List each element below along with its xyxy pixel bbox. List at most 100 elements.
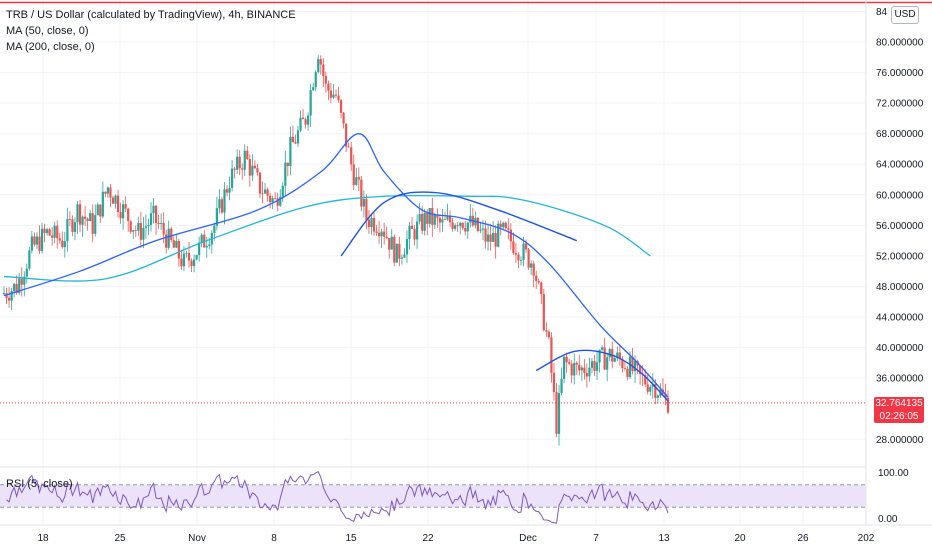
candle-body — [236, 156, 239, 170]
candle-body — [83, 216, 87, 219]
candle-body — [185, 252, 188, 254]
candle-body — [329, 90, 333, 98]
candle-body — [91, 213, 94, 234]
candle-body — [337, 95, 340, 101]
ma50-legend[interactable]: MA (50, close, 0) — [6, 25, 89, 37]
candle-body — [527, 249, 530, 268]
candle-body — [590, 361, 594, 368]
candle-body — [489, 234, 492, 242]
candle-body — [228, 187, 231, 193]
candle-body — [537, 281, 540, 283]
candle-body — [96, 204, 99, 216]
candle-body — [448, 215, 452, 223]
candle-body — [167, 228, 170, 248]
candle-body — [542, 294, 545, 331]
candle-body — [58, 238, 61, 241]
price-tick-label: 28.000000 — [876, 435, 924, 446]
price-tick-label: 56.000000 — [876, 221, 924, 232]
candle-body — [339, 100, 343, 113]
candle-body — [263, 189, 267, 194]
candle-body — [38, 236, 41, 251]
rsi-legend[interactable]: RSI (5, close) — [6, 478, 73, 490]
candle-body — [454, 225, 457, 229]
candle-body — [319, 59, 322, 65]
candle-body — [180, 258, 183, 267]
candle-body — [570, 363, 573, 376]
candle-body — [367, 219, 371, 228]
candle-body — [345, 123, 348, 147]
ma200-legend[interactable]: MA (200, close, 0) — [6, 41, 95, 53]
candle-body — [639, 365, 642, 374]
candle-body — [101, 191, 104, 217]
candle-body — [350, 147, 353, 165]
arc-drawing — [535, 349, 669, 402]
candle-body — [208, 244, 211, 246]
candle-body — [423, 213, 426, 231]
price-tick-label: 48.000000 — [876, 282, 924, 293]
candle-body — [362, 198, 365, 207]
candle-body — [152, 205, 155, 214]
ma200-line — [3, 194, 651, 282]
candle-body — [334, 94, 338, 96]
candle-body — [132, 230, 135, 232]
candle-body — [479, 229, 482, 231]
candle-body — [565, 356, 568, 363]
candle-body — [461, 222, 464, 229]
candle-body — [651, 384, 654, 387]
price-tick-label: 72.000000 — [876, 99, 924, 110]
candle-body — [109, 187, 112, 198]
candle-body — [76, 204, 79, 223]
candle-body — [578, 364, 581, 371]
candle-body — [61, 240, 64, 248]
candle-body — [360, 179, 363, 207]
candle-body — [365, 198, 368, 220]
candle-body — [547, 331, 550, 338]
candle-body — [324, 76, 327, 84]
candle-body — [312, 87, 315, 91]
candle-body — [494, 233, 497, 247]
candle-body — [157, 223, 160, 225]
candle-body — [30, 236, 33, 251]
price-tick-label: 60.000000 — [876, 190, 924, 201]
time-tick-label: 18 — [37, 533, 49, 544]
candle-body — [243, 150, 246, 170]
candle-body — [552, 372, 556, 393]
candle-body — [251, 165, 254, 176]
candle-body — [557, 393, 561, 434]
candle-body — [456, 225, 459, 227]
candle-body — [40, 228, 44, 251]
candle-body — [165, 234, 168, 248]
candle-body — [618, 352, 621, 360]
candle-body — [593, 361, 596, 371]
candle-body — [616, 352, 619, 359]
candle-body — [233, 168, 236, 170]
candle-body — [418, 213, 421, 222]
candle-body — [646, 384, 649, 392]
last-price-tag: 32.764135 02:26:05 — [874, 397, 924, 423]
candle-body — [291, 136, 295, 143]
candle-body — [261, 193, 264, 195]
time-tick-label: 20 — [734, 533, 746, 544]
candle-body — [48, 229, 51, 236]
currency-badge[interactable]: USD — [891, 6, 919, 24]
candle-body — [154, 205, 158, 224]
candle-body — [507, 228, 510, 230]
candle-body — [385, 236, 388, 239]
candle-body — [86, 218, 89, 222]
candle-body — [137, 223, 140, 231]
candle-body — [486, 234, 490, 242]
candle-body — [2, 293, 6, 295]
candle-body — [562, 356, 566, 379]
candle-body — [504, 222, 507, 229]
candle-body — [284, 162, 287, 186]
candle-body — [307, 115, 310, 125]
candle-body — [71, 219, 74, 232]
candle-body — [309, 90, 312, 116]
candle-body — [644, 375, 647, 385]
candle-body — [560, 378, 563, 394]
candle-body — [314, 72, 317, 88]
candle-body — [595, 362, 599, 371]
candle-body — [200, 234, 203, 243]
time-tick-label: 25 — [114, 533, 126, 544]
